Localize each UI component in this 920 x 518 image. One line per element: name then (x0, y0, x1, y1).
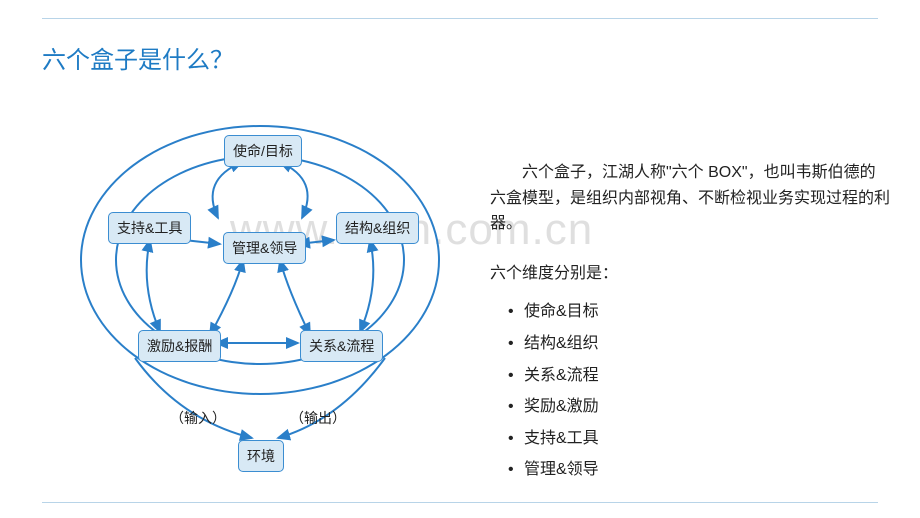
dimension-item: 支持&工具 (490, 423, 890, 455)
bottom-rule (42, 502, 878, 503)
node-n5: 激励&报酬 (138, 330, 221, 362)
top-rule (42, 18, 878, 19)
node-n1: 使命/目标 (224, 135, 302, 167)
node-n4: 管理&领导 (223, 232, 306, 264)
dimension-item: 管理&领导 (490, 454, 890, 486)
dimensions-title: 六个维度分别是： (490, 261, 890, 287)
label-l2: （输出） (290, 408, 346, 428)
dimension-item: 使命&目标 (490, 296, 890, 328)
dimension-item: 关系&流程 (490, 360, 890, 392)
dimensions-list: 使命&目标结构&组织关系&流程奖励&激励支持&工具管理&领导 (490, 296, 890, 486)
node-n2: 支持&工具 (108, 212, 191, 244)
node-n6: 关系&流程 (300, 330, 383, 362)
intro-text: 六个盒子，江湖人称"六个 BOX"，也叫韦斯伯德的六盒模型，是组织内部视角、不断… (490, 160, 890, 237)
page-title: 六个盒子是什么？ (42, 40, 234, 75)
dimension-item: 奖励&激励 (490, 391, 890, 423)
content-panel: 六个盒子，江湖人称"六个 BOX"，也叫韦斯伯德的六盒模型，是组织内部视角、不断… (490, 160, 890, 486)
label-l1: （输入） (170, 408, 226, 428)
node-n7: 环境 (238, 440, 284, 472)
six-boxes-diagram: 使命/目标支持&工具 结构&组织管理&领导激励&报酬 关系&流程环境 （输入） （输出） (40, 110, 470, 480)
node-n3: 结构&组织 (336, 212, 419, 244)
dimension-item: 结构&组织 (490, 328, 890, 360)
